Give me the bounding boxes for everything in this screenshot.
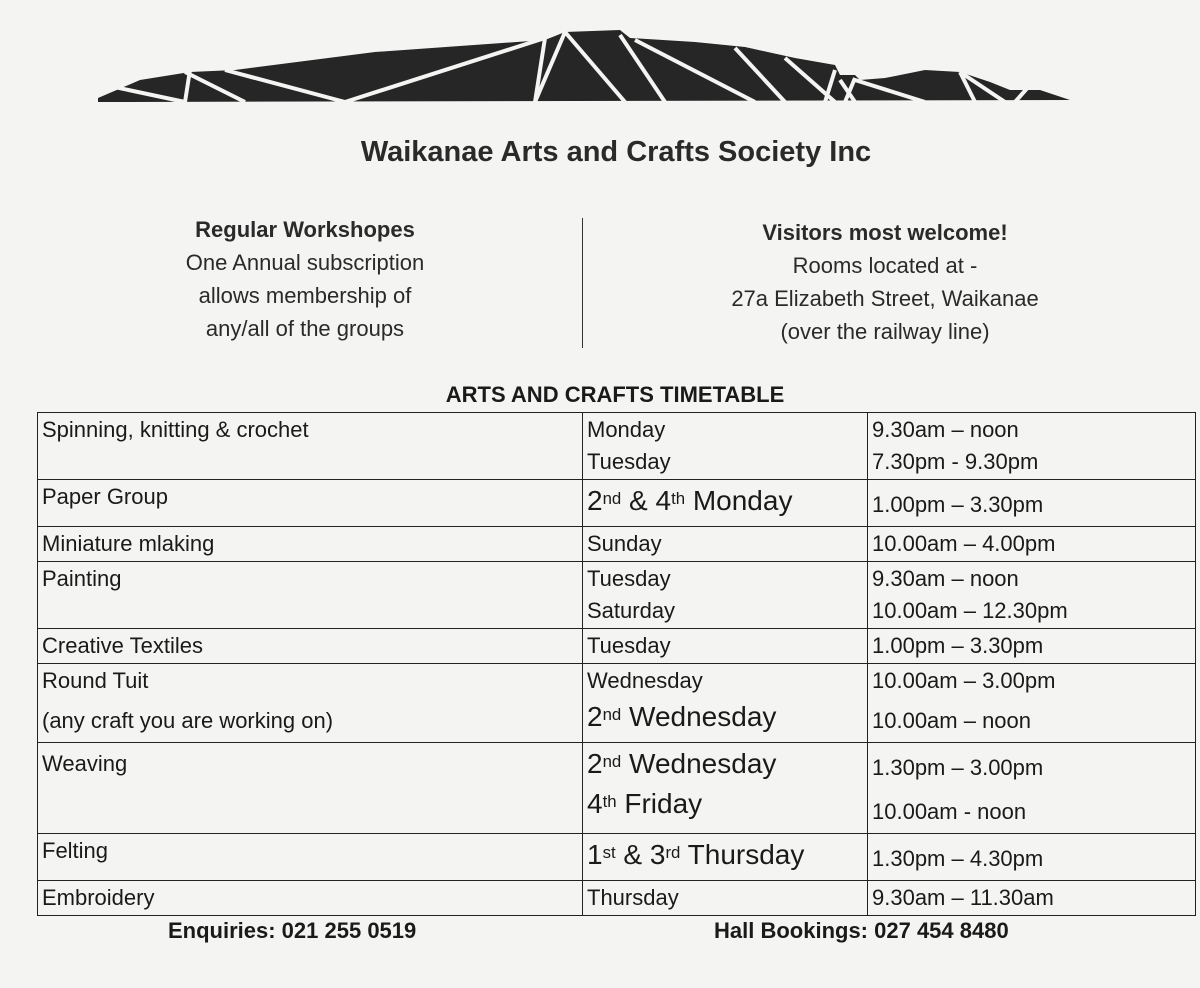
time-line: 10.00am - noon [872, 799, 1027, 824]
group-cell: Miniature mlaking [37, 526, 583, 562]
day-line: Tuesday [587, 566, 671, 591]
time-cell: 9.30am – noon 7.30pm - 9.30pm [867, 412, 1196, 480]
day-line: Tuesday [587, 633, 671, 658]
ordinal-suffix: st [602, 843, 616, 862]
ordinal-suffix: rd [665, 843, 681, 862]
group-name: Round Tuit [42, 668, 149, 693]
time-cell: 1.00pm – 3.30pm [867, 628, 1196, 664]
ordinal-suffix: nd [602, 752, 622, 771]
day-cell: Sunday [582, 526, 868, 562]
group-name: Painting [42, 566, 122, 591]
day-line: Sunday [587, 531, 662, 556]
day-line: 2nd & 4th Monday [587, 485, 793, 516]
workshops-info: Regular Workshopes One Annual subscripti… [150, 213, 460, 345]
day-cell: Tuesday [582, 628, 868, 664]
day-line: Saturday [587, 598, 676, 623]
enquiries-phone: Enquiries: 021 255 0519 [168, 918, 417, 943]
table-row: Weaving 2nd Wednesday 4th Friday 1.30pm – 3… [37, 742, 1196, 834]
day-cell: 2nd & 4th Monday [582, 479, 868, 527]
divider [582, 218, 583, 348]
time-cell: 1.30pm – 3.00pm 10.00am - noon [867, 742, 1196, 834]
workshops-line: allows membership of [198, 283, 412, 308]
visitors-line: (over the railway line) [780, 319, 990, 344]
table-row: Felting 1st & 3rd Thursday 1.30pm – 4.30pm [37, 833, 1196, 881]
day-cell: Tuesday Saturday [582, 561, 868, 629]
table-row: Spinning, knitting & crochet Monday Tuesda… [37, 412, 1196, 480]
day-line: Thursday [587, 885, 679, 910]
workshops-heading: Regular Workshopes [195, 217, 415, 242]
mountain-logo [98, 30, 1070, 104]
society-title: Waikanae Arts and Crafts Society Inc [360, 136, 872, 168]
day-line: 2nd Wednesday [587, 701, 777, 732]
time-line: 1.00pm – 3.30pm [872, 633, 1044, 658]
ordinal-suffix: th [602, 792, 617, 811]
group-cell: Embroidery [37, 880, 583, 916]
ordinal-suffix: nd [602, 489, 622, 508]
group-cell: Spinning, knitting & crochet [37, 412, 583, 480]
time-line: 9.30am – noon [872, 566, 1019, 591]
time-cell: 9.30am – 11.30am [867, 880, 1196, 916]
group-name: Creative Textiles [42, 633, 203, 658]
time-line: 9.30am – noon [872, 417, 1019, 442]
group-name: (any craft you are working on) [42, 708, 334, 733]
day-line: 2nd Wednesday [587, 748, 777, 779]
table-row: Creative Textiles Tuesday 1.00pm – 3.30pm [37, 628, 1196, 664]
group-cell: Round Tuit (any craft you are working on) [37, 663, 583, 743]
time-line: 1.30pm – 4.30pm [872, 846, 1044, 871]
group-name: Embroidery [42, 885, 155, 910]
day-cell: Thursday [582, 880, 868, 916]
timetable-title: ARTS AND CRAFTS TIMETABLE [445, 382, 785, 407]
day-cell: Monday Tuesday [582, 412, 868, 480]
time-line: 9.30am – 11.30am [872, 885, 1054, 910]
day-cell: Wednesday 2nd Wednesday [582, 663, 868, 743]
group-name: Felting [42, 838, 109, 863]
table-row: Paper Group 2nd & 4th Monday 1.00pm – 3.30… [37, 479, 1196, 527]
visitors-heading: Visitors most welcome! [762, 220, 1008, 245]
time-line: 10.00am – noon [872, 708, 1032, 733]
day-line: Wednesday [587, 668, 703, 693]
day-line: Monday [587, 417, 666, 442]
visitors-line: 27a Elizabeth Street, Waikanae [731, 286, 1039, 311]
time-cell: 1.00pm – 3.30pm [867, 479, 1196, 527]
timetable: Spinning, knitting & crochet Monday Tuesda… [37, 412, 1196, 916]
group-cell: Paper Group [37, 479, 583, 527]
day-line: 1st & 3rd Thursday [587, 839, 805, 870]
time-cell: 10.00am – 4.00pm [867, 526, 1196, 562]
workshops-line: One Annual subscription [185, 250, 425, 275]
hall-bookings-phone: Hall Bookings: 027 454 8480 [714, 918, 1009, 943]
table-row: Embroidery Thursday 9.30am – 11.30am [37, 880, 1196, 916]
time-line: 1.30pm – 3.00pm [872, 755, 1044, 780]
time-line: 7.30pm - 9.30pm [872, 449, 1039, 474]
time-line: 10.00am – 3.00pm [872, 668, 1056, 693]
group-name: Spinning, knitting & crochet [42, 417, 309, 442]
group-cell: Creative Textiles [37, 628, 583, 664]
visitors-info: Visitors most welcome! Rooms located at … [700, 216, 1070, 348]
group-cell: Felting [37, 833, 583, 881]
time-cell: 9.30am – noon 10.00am – 12.30pm [867, 561, 1196, 629]
group-name: Paper Group [42, 484, 168, 509]
day-cell: 1st & 3rd Thursday [582, 833, 868, 881]
time-cell: 10.00am – 3.00pm 10.00am – noon [867, 663, 1196, 743]
visitors-line: Rooms located at - [792, 253, 978, 278]
time-line: 10.00am – 12.30pm [872, 598, 1068, 623]
ordinal-suffix: nd [602, 705, 622, 724]
group-name: Weaving [42, 751, 128, 776]
time-cell: 1.30pm – 4.30pm [867, 833, 1196, 881]
day-line: Tuesday [587, 449, 671, 474]
table-row: Painting Tuesday Saturday 9.30am – noon 10.0… [37, 561, 1196, 629]
group-cell: Weaving [37, 742, 583, 834]
ordinal-suffix: th [671, 489, 686, 508]
day-line: 4th Friday [587, 788, 703, 819]
group-name: Miniature mlaking [42, 531, 215, 556]
table-row: Miniature mlaking Sunday 10.00am – 4.00pm [37, 526, 1196, 562]
workshops-line: any/all of the groups [205, 316, 405, 341]
table-row: Round Tuit (any craft you are working on)… [37, 663, 1196, 743]
day-cell: 2nd Wednesday 4th Friday [582, 742, 868, 834]
time-line: 1.00pm – 3.30pm [872, 492, 1044, 517]
time-line: 10.00am – 4.00pm [872, 531, 1056, 556]
group-cell: Painting [37, 561, 583, 629]
